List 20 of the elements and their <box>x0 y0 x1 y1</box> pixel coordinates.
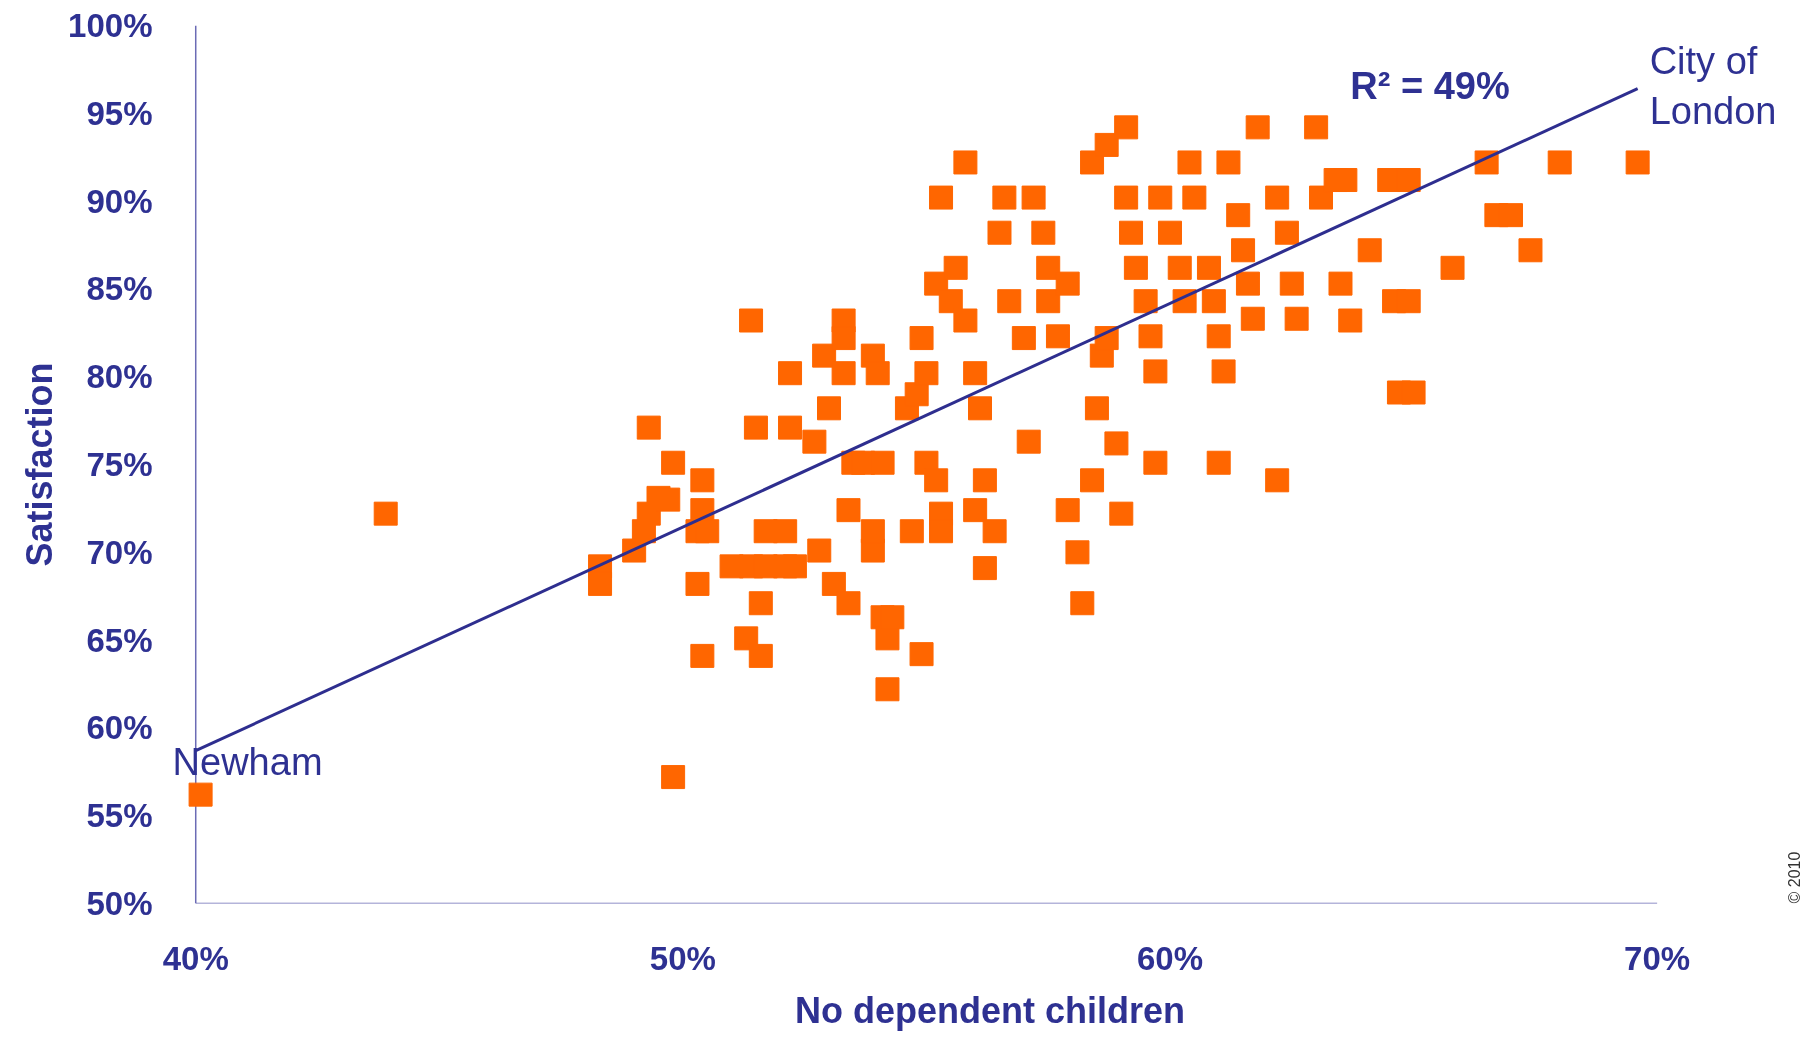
y-tick-label: 55% <box>86 797 153 835</box>
y-tick-label: 65% <box>86 621 153 659</box>
y-tick-label: 50% <box>86 885 153 922</box>
y-axis-title: Satisfaction <box>19 362 61 567</box>
y-tick-label: 80% <box>86 358 153 396</box>
x-axis-title: No dependent children <box>794 989 1186 1031</box>
y-tick-label: 85% <box>86 270 153 308</box>
y-tick-label: 60% <box>86 709 153 747</box>
annotation: City of London <box>1649 40 1777 133</box>
x-tick-label: 60% <box>1136 939 1204 977</box>
x-tick-label: 70% <box>1624 939 1691 977</box>
annotation: R² = 49% <box>1350 65 1510 108</box>
y-tick-label: 100% <box>68 7 153 44</box>
x-tick-label: 40% <box>162 939 229 977</box>
y-tick-label: 90% <box>86 182 153 220</box>
y-tick-label: 95% <box>86 94 153 132</box>
y-tick-label: 70% <box>86 533 153 571</box>
x-tick-label: 50% <box>649 939 716 977</box>
y-tick-label: 75% <box>86 446 153 483</box>
text: © 2010 <box>1786 851 1804 904</box>
